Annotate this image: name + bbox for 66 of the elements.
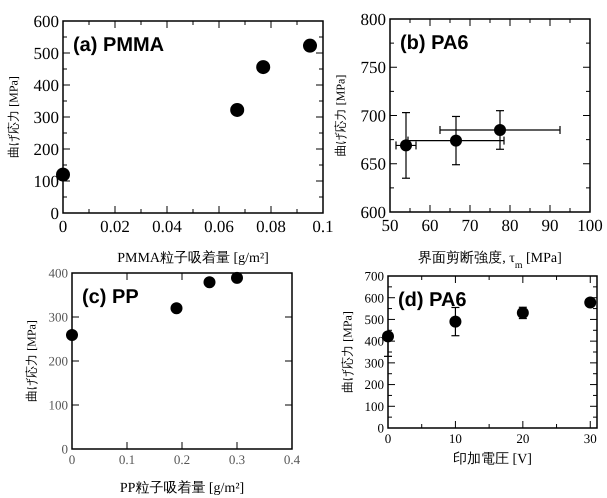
y-tick-label: 0	[378, 420, 384, 436]
x-tick-label: 0.2	[174, 452, 190, 467]
point	[450, 134, 462, 147]
point	[303, 38, 317, 53]
y-tick-label: 200	[364, 377, 384, 392]
y-tick-label: 300	[364, 355, 384, 370]
point	[170, 302, 182, 314]
x-tick-label: 70	[462, 216, 478, 235]
y-tick-label: 500	[34, 44, 59, 63]
y-tick-label: 300	[48, 310, 68, 325]
y-axis-title: 曲げ応力 [MPa]	[24, 320, 38, 402]
y-tick-label: 100	[34, 172, 59, 191]
y-tick-label: 0	[62, 442, 68, 457]
point	[230, 102, 244, 117]
x-tick-label: 0.08	[256, 217, 286, 236]
x-tick-label: 0.04	[152, 217, 182, 236]
y-tick-label: 400	[364, 334, 384, 349]
x-tick-label: 60	[422, 216, 438, 235]
y-tick-label: 300	[34, 108, 59, 127]
x-tick-label: 80	[502, 216, 518, 235]
y-tick-label: 400	[48, 266, 68, 281]
point	[382, 330, 394, 342]
x-tick-label: 0.1	[312, 217, 334, 236]
y-axis-title: 曲げ応力 [MPa]	[340, 311, 354, 393]
x-tick-label: 0.1	[118, 452, 136, 467]
y-tick-label: 700	[360, 106, 386, 126]
y-axis-title: 曲げ応力 [MPa]	[6, 76, 21, 158]
x-tick-label: 0.06	[204, 217, 234, 236]
x-axis-title: PMMA粒子吸着量 [g/m²]	[117, 250, 269, 266]
x-axis-title: 印加電圧 [V]	[453, 451, 532, 467]
y-tick-label: 800	[360, 10, 386, 29]
point	[584, 296, 596, 308]
y-tick-label: 100	[48, 398, 68, 413]
y-tick-label: 650	[360, 154, 386, 174]
y-tick-label: 600	[364, 290, 384, 306]
y-tick-label: 500	[364, 312, 384, 327]
x-tick-label: 100	[577, 216, 603, 235]
annotation: (c) PP	[82, 286, 139, 308]
x-tick-label: 20	[516, 431, 530, 446]
point	[256, 60, 270, 74]
y-axis-title: 曲げ応力 [MPa]	[334, 74, 348, 156]
point	[231, 272, 243, 284]
annotation: (a) PMMA	[73, 34, 164, 56]
x-tick-label: 30	[584, 431, 597, 446]
y-tick-label: 700	[364, 268, 384, 284]
x-tick-label: 0.02	[100, 217, 130, 236]
point	[494, 124, 506, 136]
point	[449, 316, 462, 328]
x-axis-title: PP粒子吸着量 [g/m²]	[120, 480, 244, 496]
x-tick-label: 0.4	[284, 452, 301, 467]
y-tick-label: 200	[48, 354, 68, 369]
x-tick-label: 10	[448, 431, 462, 446]
annotation: (b) PA6	[400, 32, 469, 54]
y-tick-label: 400	[34, 76, 59, 95]
x-tick-label: 90	[542, 216, 558, 235]
point	[204, 276, 216, 288]
x-tick-label: 0.3	[228, 452, 246, 467]
x-axis-title: 界面剪断強度, τ$_{m}$ [MPa]	[418, 250, 562, 270]
y-tick-label: 600	[34, 12, 59, 31]
annotation: (d) PA6	[398, 289, 467, 311]
y-tick-label: 100	[364, 398, 384, 414]
point	[66, 329, 78, 342]
y-tick-label: 200	[34, 140, 59, 159]
y-tick-label: 750	[360, 58, 386, 78]
y-tick-label: 0	[50, 204, 59, 223]
point	[400, 139, 412, 152]
